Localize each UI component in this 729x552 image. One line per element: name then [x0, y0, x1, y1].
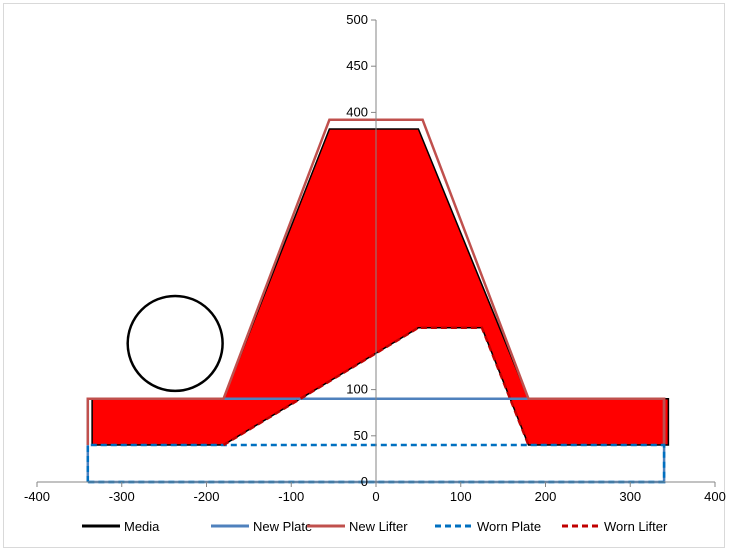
legend-label: Worn Plate [477, 519, 541, 534]
tick-layer: -400 -300 -200 -100 0 100 200 300 400 0 50 100 400 45… [24, 12, 726, 504]
series-worn-lifter [222, 326, 530, 447]
x-tick-label: 300 [619, 489, 641, 504]
legend-label: New Plate [253, 519, 312, 534]
x-tick-label: -100 [278, 489, 304, 504]
x-tick-label: 400 [704, 489, 726, 504]
y-tick-label: 450 [346, 58, 368, 73]
legend: Media New Plate New Lifter Worn Plate Worn L… [82, 519, 668, 534]
x-tick-label: -300 [109, 489, 135, 504]
x-tick-label: -400 [24, 489, 50, 504]
x-tick-label: 200 [535, 489, 557, 504]
x-tick-label: -200 [193, 489, 219, 504]
y-tick-label: 50 [354, 428, 368, 443]
legend-label: New Lifter [349, 519, 408, 534]
x-tick-label: 0 [372, 489, 379, 504]
y-tick-label: 0 [361, 474, 368, 489]
legend-label: Media [124, 519, 160, 534]
x-tick-label: 100 [450, 489, 472, 504]
y-tick-label: 400 [346, 104, 368, 119]
legend-label: Worn Lifter [604, 519, 668, 534]
y-tick-label: 500 [346, 12, 368, 27]
y-tick-label: 100 [346, 382, 368, 397]
series-media [126, 294, 224, 393]
